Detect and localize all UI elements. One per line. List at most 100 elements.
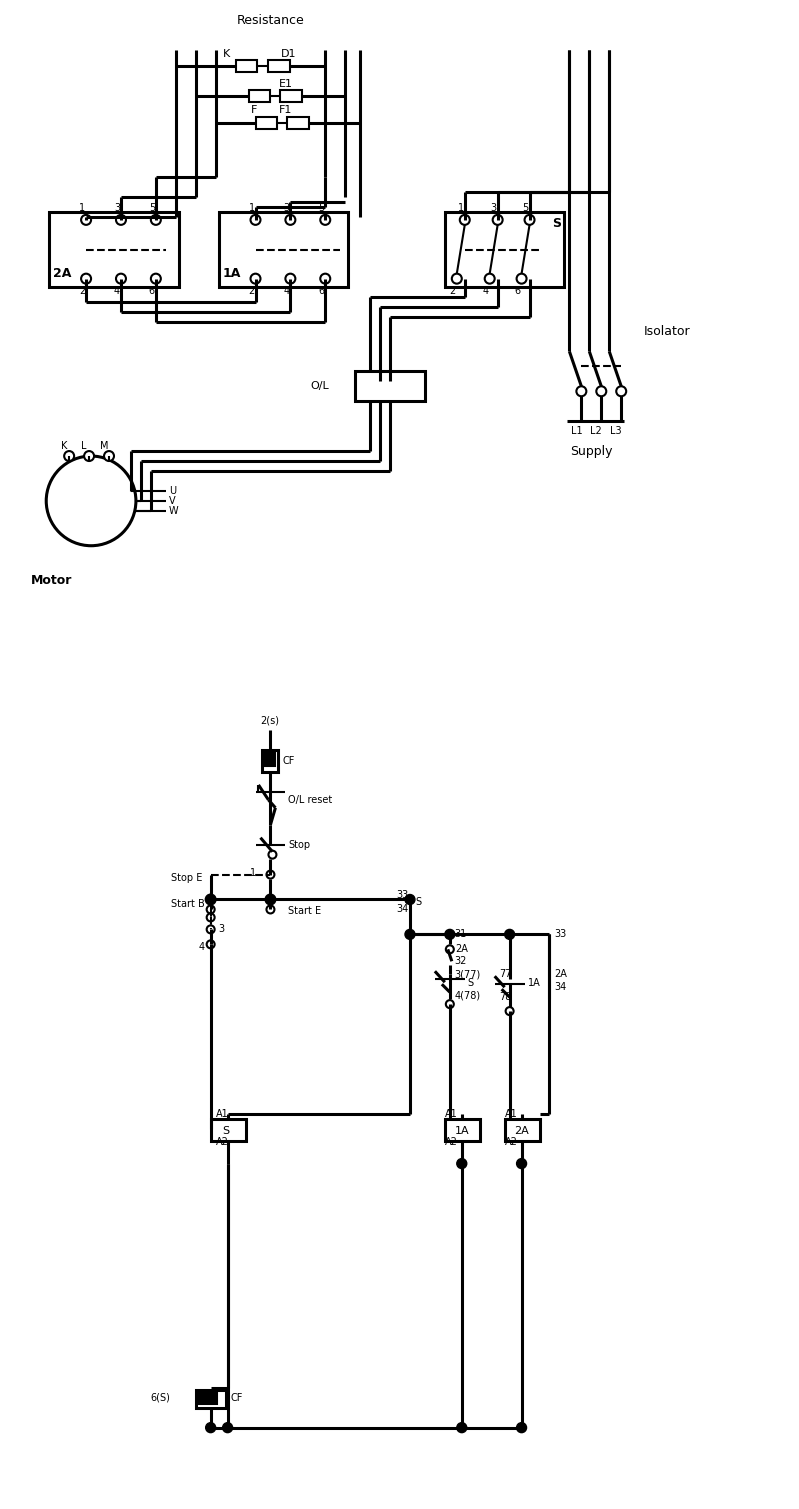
Circle shape xyxy=(151,214,161,225)
Circle shape xyxy=(457,1423,467,1432)
Bar xyxy=(50,211,179,287)
Circle shape xyxy=(596,386,606,397)
Circle shape xyxy=(251,214,260,225)
Text: A2: A2 xyxy=(445,1136,458,1147)
Text: Isolator: Isolator xyxy=(644,324,691,338)
Bar xyxy=(199,1391,207,1403)
Circle shape xyxy=(285,273,296,284)
Circle shape xyxy=(285,214,296,225)
Text: 1: 1 xyxy=(248,202,255,213)
Text: 1: 1 xyxy=(458,202,464,213)
Bar xyxy=(209,1391,217,1403)
Circle shape xyxy=(451,273,462,284)
Text: 34: 34 xyxy=(555,982,566,993)
Text: CF: CF xyxy=(282,756,295,767)
Circle shape xyxy=(517,1159,527,1168)
Circle shape xyxy=(457,1159,467,1168)
Bar xyxy=(236,60,257,72)
Text: 6: 6 xyxy=(318,285,324,296)
Circle shape xyxy=(505,930,515,940)
Bar xyxy=(211,1118,245,1141)
Text: A1: A1 xyxy=(445,1109,458,1118)
Text: 6: 6 xyxy=(149,285,155,296)
Circle shape xyxy=(116,214,126,225)
Text: A1: A1 xyxy=(216,1109,229,1118)
Bar xyxy=(355,371,425,401)
Circle shape xyxy=(405,930,415,940)
Circle shape xyxy=(223,1423,233,1432)
Text: 3: 3 xyxy=(284,202,289,213)
Circle shape xyxy=(616,386,626,397)
Text: 1: 1 xyxy=(79,202,85,213)
Text: L3: L3 xyxy=(610,426,622,436)
Text: 3: 3 xyxy=(114,202,120,213)
Text: 2(s): 2(s) xyxy=(260,715,280,726)
Bar xyxy=(196,1390,225,1408)
Text: 1A: 1A xyxy=(455,1126,469,1136)
Circle shape xyxy=(207,925,215,934)
Text: 4: 4 xyxy=(483,285,489,296)
Circle shape xyxy=(81,273,91,284)
Text: F1: F1 xyxy=(278,106,292,115)
Bar xyxy=(219,211,348,287)
Text: A2: A2 xyxy=(216,1136,229,1147)
Text: L2: L2 xyxy=(590,426,602,436)
Text: 1A: 1A xyxy=(223,267,241,281)
Text: O/L: O/L xyxy=(310,382,329,391)
Circle shape xyxy=(205,895,216,904)
Circle shape xyxy=(525,214,535,225)
Text: 4: 4 xyxy=(284,285,289,296)
Text: D1: D1 xyxy=(280,50,296,59)
Text: Motor: Motor xyxy=(31,573,73,587)
Bar xyxy=(256,118,277,130)
Text: Resistance: Resistance xyxy=(237,14,304,27)
Text: 6(S): 6(S) xyxy=(151,1393,171,1403)
Circle shape xyxy=(517,1423,527,1432)
Circle shape xyxy=(84,451,94,462)
Text: S: S xyxy=(467,978,474,988)
Circle shape xyxy=(445,930,455,940)
Text: S: S xyxy=(222,1126,229,1136)
Text: 2: 2 xyxy=(248,285,255,296)
Text: 33: 33 xyxy=(555,930,566,940)
Bar xyxy=(265,753,269,767)
Text: Supply: Supply xyxy=(570,445,613,457)
Text: K: K xyxy=(223,50,230,59)
Bar xyxy=(288,118,309,130)
Circle shape xyxy=(64,451,74,462)
Text: 1: 1 xyxy=(250,868,256,878)
Circle shape xyxy=(207,940,215,948)
Circle shape xyxy=(46,456,136,546)
Text: 2: 2 xyxy=(79,285,85,296)
Text: L: L xyxy=(81,441,87,451)
Text: 2A: 2A xyxy=(54,267,72,281)
Circle shape xyxy=(517,273,527,284)
Circle shape xyxy=(81,214,91,225)
Circle shape xyxy=(576,386,586,397)
Text: 3(77): 3(77) xyxy=(455,969,481,979)
Text: 2: 2 xyxy=(450,285,456,296)
Text: 6: 6 xyxy=(515,285,521,296)
Text: 4(78): 4(78) xyxy=(455,990,481,1000)
Circle shape xyxy=(405,895,415,904)
Bar xyxy=(248,91,270,103)
Text: 5: 5 xyxy=(318,202,324,213)
Circle shape xyxy=(320,273,330,284)
Text: CF: CF xyxy=(231,1393,243,1403)
Bar xyxy=(280,91,302,103)
Circle shape xyxy=(459,214,470,225)
Text: Start B: Start B xyxy=(171,899,205,910)
Text: F: F xyxy=(251,106,257,115)
Text: 78: 78 xyxy=(499,991,512,1002)
Circle shape xyxy=(446,945,454,954)
Circle shape xyxy=(266,871,274,878)
Text: S: S xyxy=(415,898,421,907)
Circle shape xyxy=(151,273,161,284)
Text: E1: E1 xyxy=(278,80,292,89)
Circle shape xyxy=(251,273,260,284)
Text: 31: 31 xyxy=(455,930,467,940)
Circle shape xyxy=(485,273,495,284)
Bar xyxy=(263,750,278,773)
Circle shape xyxy=(265,895,276,904)
Text: 1A: 1A xyxy=(527,978,540,988)
